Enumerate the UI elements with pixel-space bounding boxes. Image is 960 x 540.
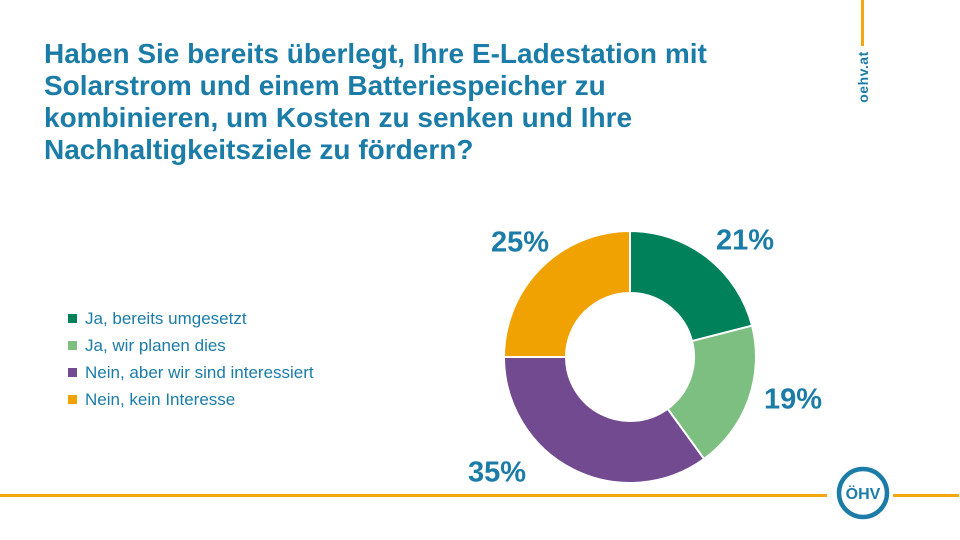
legend-item-3: Nein, kein Interesse — [68, 390, 314, 409]
footer-rule-left — [0, 494, 827, 497]
top-right-rule — [861, 0, 864, 46]
title-line: kombinieren, um Kosten zu senken und Ihr… — [44, 102, 633, 133]
title-line: Solarstrom und einem Batteriespeicher zu — [44, 70, 606, 101]
donut-slice-3 — [502, 229, 631, 358]
logo-monogram-text: ÖHV — [846, 484, 881, 503]
slide-title: Haben Sie bereits überlegt, Ihre E-Lades… — [44, 38, 834, 166]
oehv-logo: ÖHV — [836, 466, 890, 520]
donut-slice-2 — [502, 356, 706, 484]
chart-legend: Ja, bereits umgesetzt Ja, wir planen dies… — [68, 309, 314, 417]
footer-rule-right — [893, 494, 959, 497]
logo-ring — [836, 466, 890, 520]
donut-chart — [502, 229, 757, 484]
title-line: Haben Sie bereits überlegt, Ihre E-Lades… — [44, 38, 707, 69]
percent-label-3: 25% — [490, 226, 550, 259]
legend-marker-icon — [68, 395, 77, 404]
chart-area: 21% 19% 35% 25% — [468, 207, 822, 507]
legend-item-0: Ja, bereits umgesetzt — [68, 309, 314, 328]
legend-label: Nein, kein Interesse — [85, 389, 236, 409]
legend-marker-icon — [68, 368, 77, 377]
legend-marker-icon — [68, 341, 77, 350]
title-line: Nachhaltigkeitsziele zu fördern? — [44, 134, 474, 165]
legend-label: Ja, wir planen dies — [85, 335, 226, 355]
donut-slice-0 — [629, 229, 754, 343]
legend-label: Nein, aber wir sind interessiert — [85, 362, 314, 382]
legend-item-1: Ja, wir planen dies — [68, 336, 314, 355]
brand-url: oehv.at — [855, 51, 871, 103]
legend-item-2: Nein, aber wir sind interessiert — [68, 363, 314, 382]
percent-label-0: 21% — [715, 224, 775, 257]
legend-label: Ja, bereits umgesetzt — [85, 308, 247, 328]
percent-label-1: 19% — [763, 383, 823, 416]
percent-label-2: 35% — [467, 456, 527, 489]
donut-slice-1 — [666, 324, 757, 461]
legend-marker-icon — [68, 314, 77, 323]
